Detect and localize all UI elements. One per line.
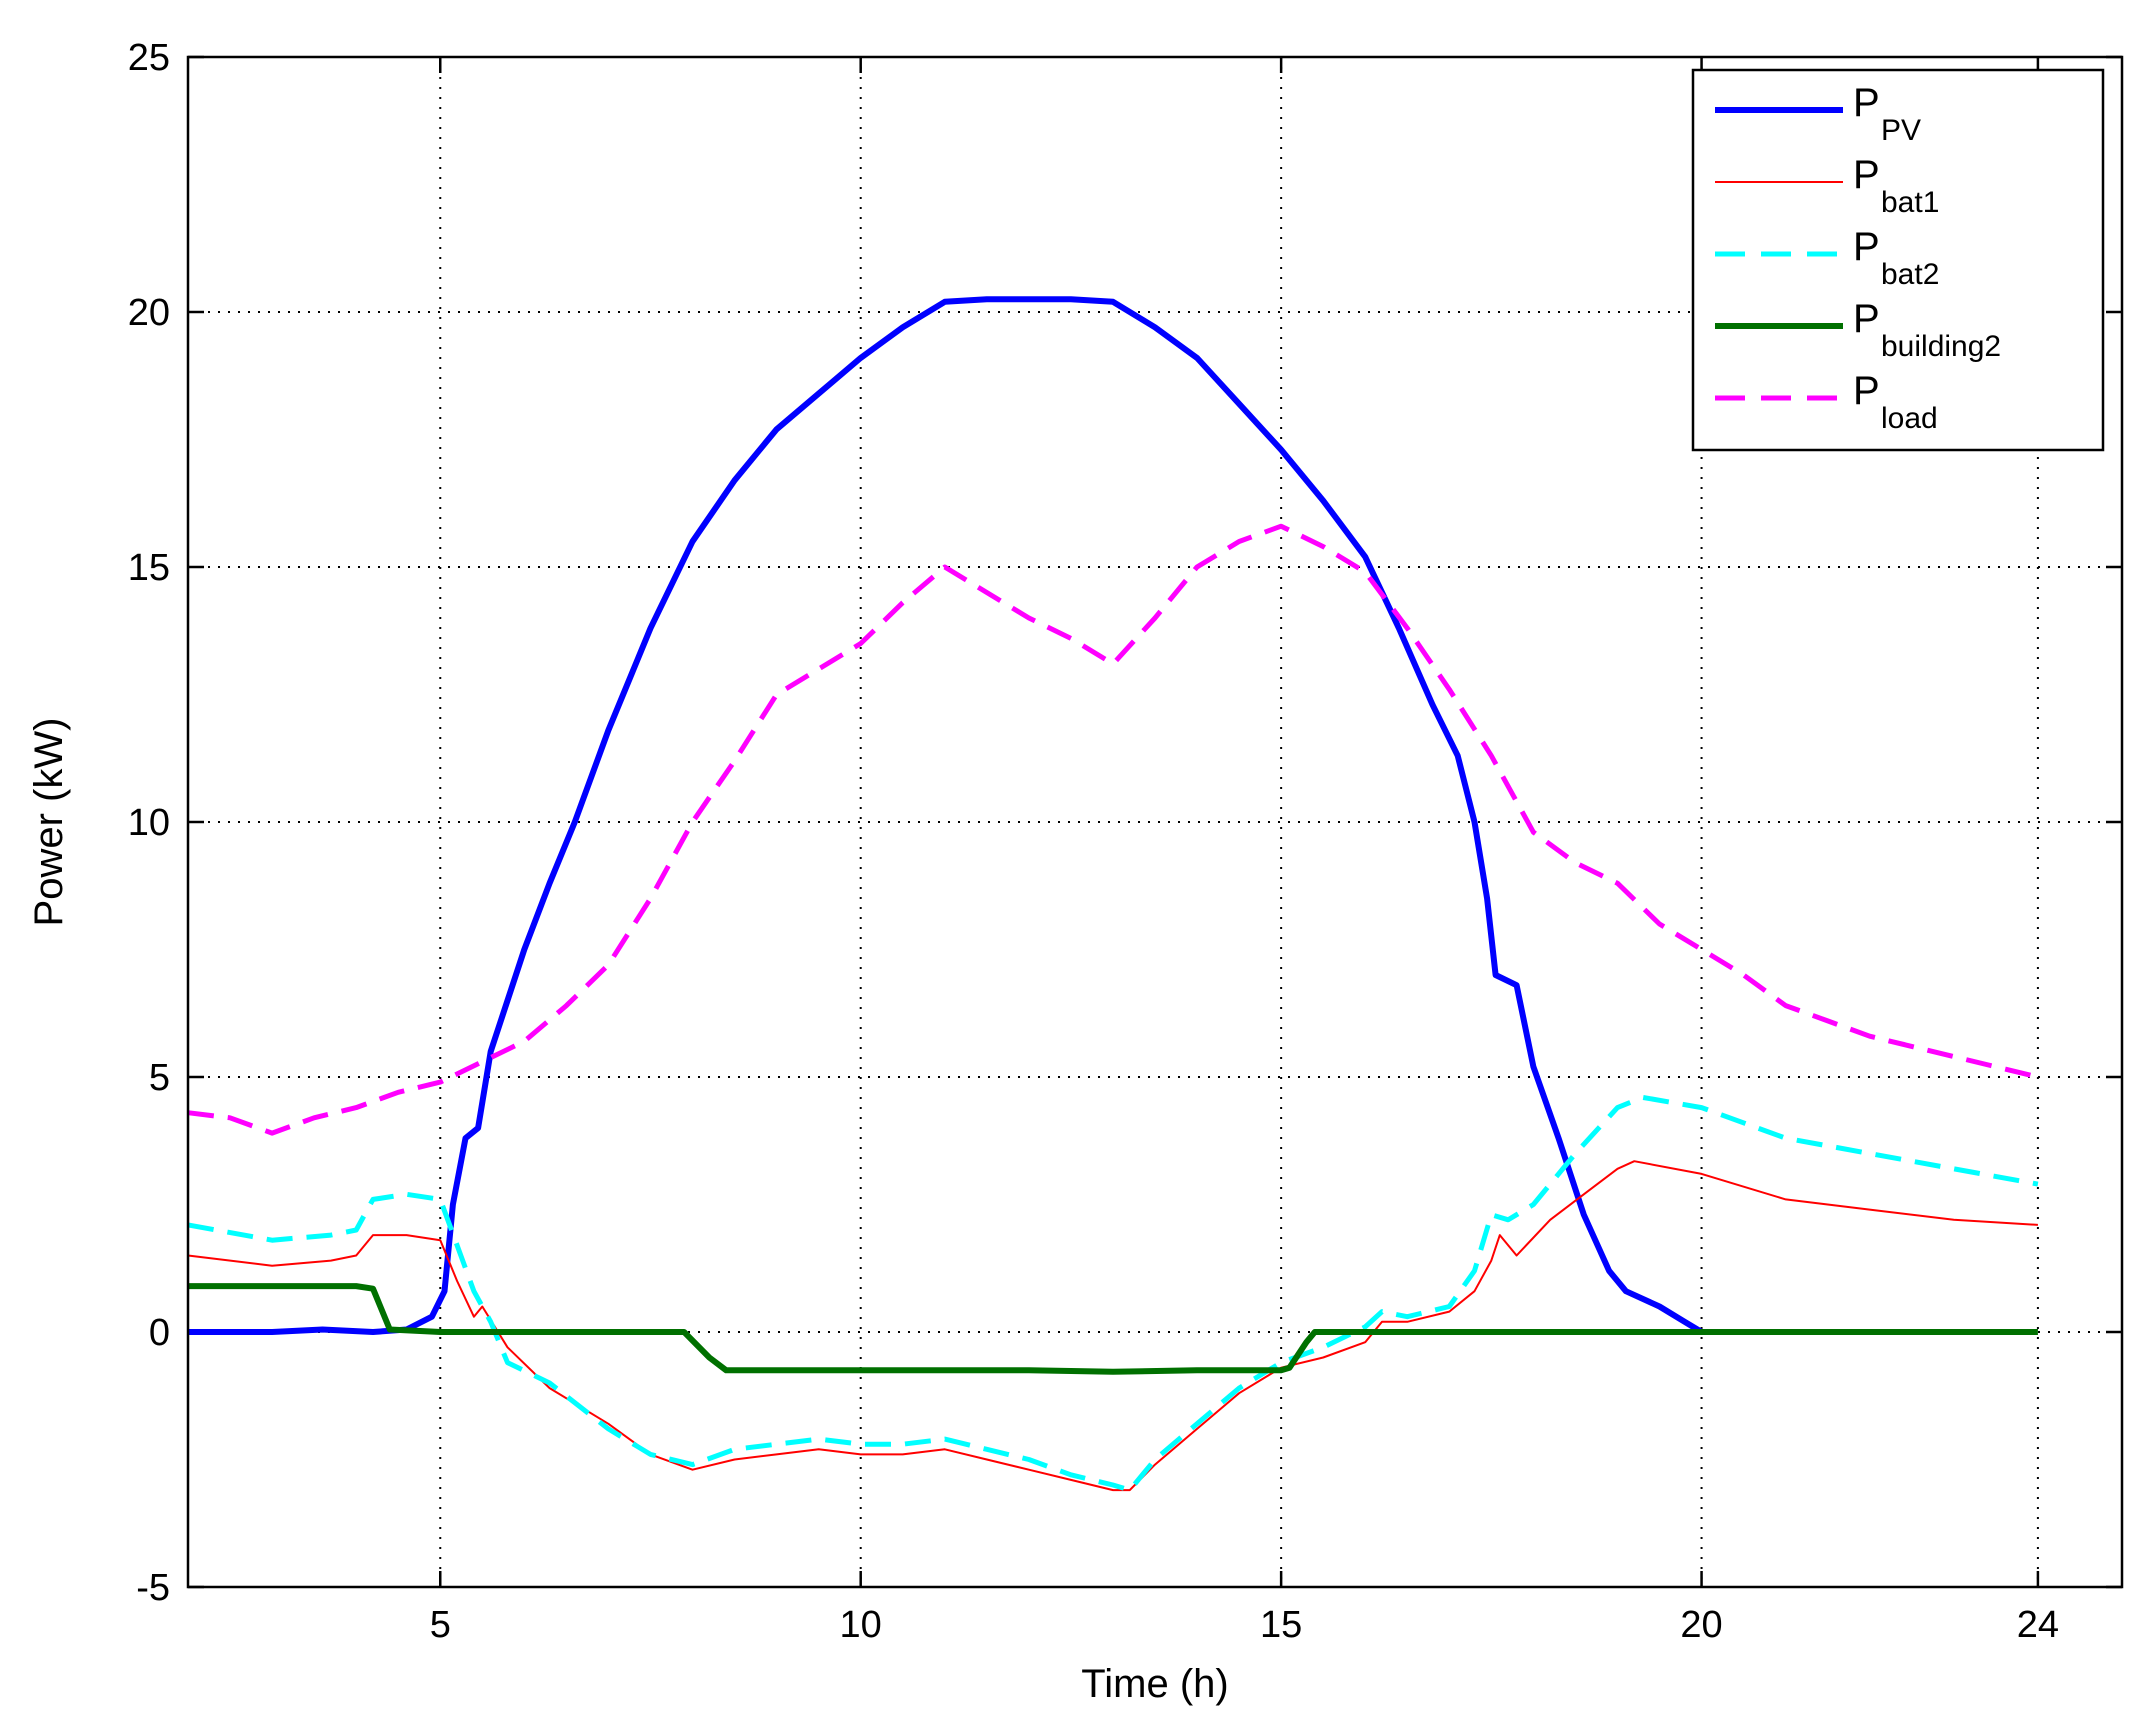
legend-label-subscript: bat1 — [1881, 186, 1939, 219]
legend-label-subscript: load — [1881, 402, 1938, 435]
legend-label: P — [1853, 81, 1880, 125]
series-line-building2 — [188, 1283, 2038, 1375]
tick-labels: 5 10 15 20 24 -5 0 5 10 15 20 25 — [128, 37, 2059, 1646]
plot-frame — [186, 55, 2124, 1589]
legend-label-subscript: bat2 — [1881, 258, 1939, 291]
x-tick-label: 5 — [430, 1604, 451, 1646]
x-tick-label: 24 — [2017, 1604, 2059, 1646]
y-tick-label: 20 — [128, 292, 170, 334]
x-axis-title: Time (h) — [1081, 1662, 1228, 1706]
legend-box — [1691, 68, 2105, 452]
legend-label: P — [1853, 153, 1880, 197]
y-tick-label: 15 — [128, 547, 170, 589]
legend-label: P — [1853, 297, 1880, 341]
legend-label-subscript: PV — [1881, 114, 1921, 147]
legend-label: P — [1853, 369, 1880, 413]
x-tick-label: 15 — [1260, 1604, 1302, 1646]
series-line-pv — [188, 296, 1704, 1335]
series-line-bat2 — [187, 1094, 2039, 1493]
y-tick-label: 5 — [149, 1057, 170, 1099]
y-tick-label: 0 — [149, 1312, 170, 1354]
y-tick-label: 10 — [128, 802, 170, 844]
series-line-load — [187, 523, 2039, 1136]
y-tick-label: 25 — [128, 37, 170, 79]
x-tick-label: 20 — [1680, 1604, 1722, 1646]
series-line-bat1 — [187, 1160, 2038, 1492]
y-axis-title: Power (kW) — [27, 718, 71, 927]
y-tick-label: -5 — [136, 1567, 170, 1609]
legend-label-subscript: building2 — [1881, 330, 2001, 363]
series-lines — [187, 296, 2039, 1493]
legend-label: P — [1853, 225, 1880, 269]
x-tick-label: 10 — [840, 1604, 882, 1646]
